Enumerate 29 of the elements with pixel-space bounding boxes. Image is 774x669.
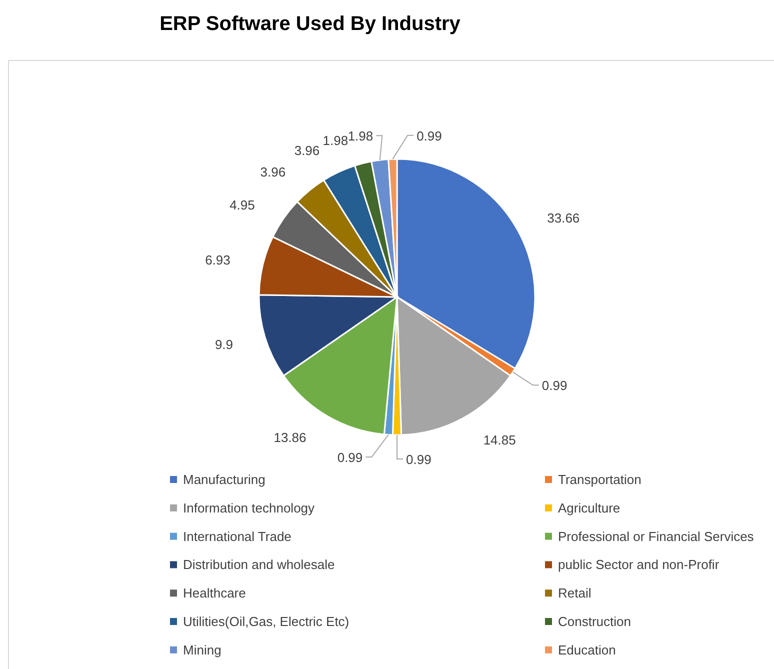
legend-label: Mining — [183, 642, 222, 658]
legend-label: Construction — [558, 614, 631, 629]
data-label: 3.96 — [294, 143, 320, 158]
data-label: 3.96 — [260, 164, 286, 180]
data-label: 4.95 — [230, 198, 255, 213]
data-label: 1.98 — [348, 128, 374, 144]
data-label: 0.99 — [406, 452, 432, 467]
legend-label: Healthcare — [183, 586, 246, 601]
chart-title: ERP Software Used By Industry — [160, 13, 462, 35]
legend-label: Retail — [558, 586, 592, 601]
legend-label: Manufacturing — [183, 472, 266, 487]
data-label: 0.99 — [416, 128, 442, 144]
data-label: 14.85 — [483, 432, 516, 448]
legend-label: International Trade — [183, 528, 292, 544]
legend-label: public Sector and non-Profir — [558, 557, 720, 572]
data-label: 9.9 — [214, 337, 234, 352]
legend-label: Transportation — [558, 472, 642, 487]
data-label: 6.93 — [205, 252, 230, 268]
data-label: 0.99 — [337, 450, 363, 466]
legend-label: Education — [558, 642, 616, 658]
data-label: 1.98 — [322, 132, 348, 148]
data-label: 0.99 — [542, 378, 568, 394]
legend-label: Agriculture — [558, 500, 620, 516]
legend-label: Professional or Financial Services — [558, 528, 754, 544]
data-label: 33.66 — [547, 210, 580, 226]
legend-label: Information technology — [183, 500, 316, 516]
legend-label: Distribution and wholesale — [183, 557, 335, 572]
legend-label: Utilities(Oil,Gas, Electric Etc) — [183, 614, 350, 629]
data-label: 13.86 — [274, 430, 306, 445]
